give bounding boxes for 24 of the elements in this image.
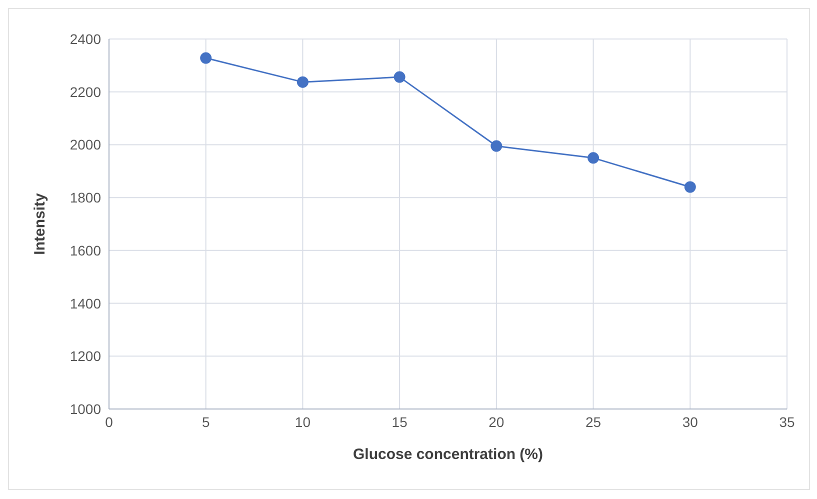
point [296, 76, 308, 88]
point [490, 140, 502, 152]
y-tick-label: 1200 [70, 348, 102, 364]
y-tick-label: 1800 [70, 190, 102, 206]
x-axis-title: Glucose concentration (%) [352, 446, 544, 463]
point [394, 71, 406, 83]
x-tick-label: 10 [294, 414, 311, 430]
x-tick-label: 35 [779, 414, 795, 430]
point [200, 52, 212, 64]
x-tick-label: 15 [392, 414, 408, 430]
x-tick-label: 5 [202, 414, 210, 430]
y-tick-label: 2000 [70, 136, 102, 153]
x-tick-label: 20 [488, 414, 504, 430]
point [588, 152, 600, 164]
y-tick-label: 1000 [70, 400, 102, 417]
y-axis-title: Intensity [31, 192, 48, 255]
point [684, 181, 696, 193]
y-tick-label: 2200 [70, 84, 102, 100]
x-tick-label: 25 [585, 414, 602, 430]
y-tick-label: 1600 [70, 242, 102, 258]
x-tick-label: 0 [105, 414, 114, 430]
x-tick-label: 30 [682, 414, 698, 430]
y-tick-label: 2400 [70, 30, 102, 47]
y-tick-label: 1400 [70, 295, 102, 312]
